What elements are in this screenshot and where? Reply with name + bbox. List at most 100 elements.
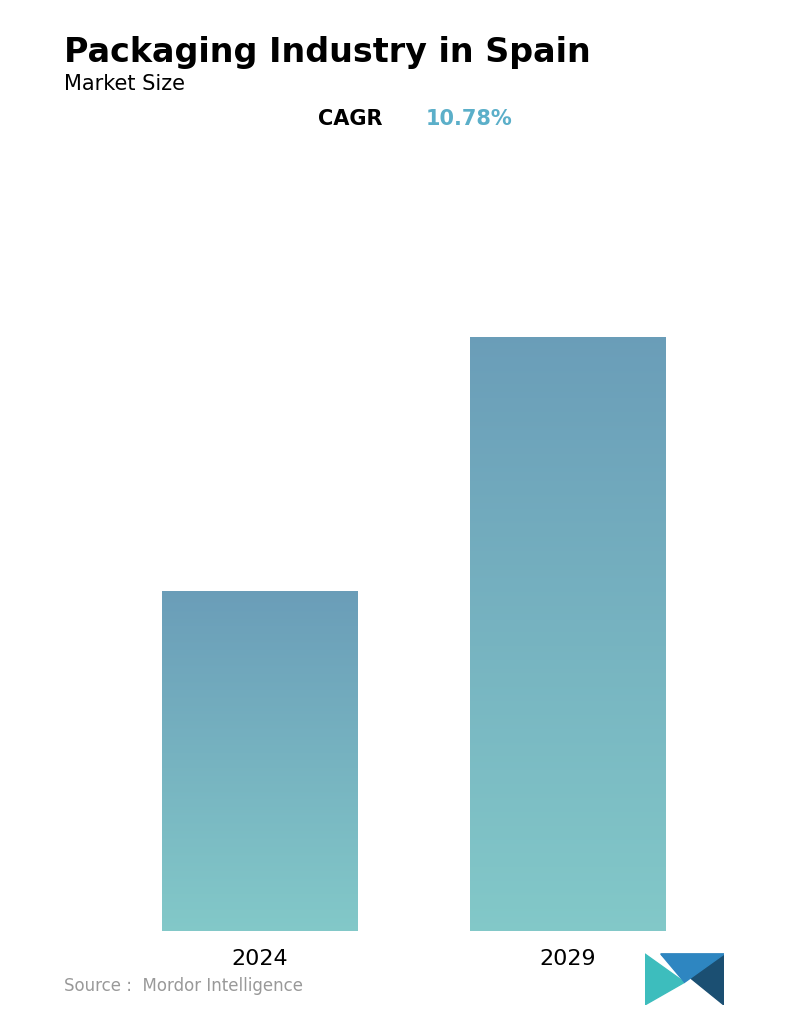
Bar [470, 891, 666, 893]
Bar [470, 913, 666, 915]
Bar [162, 660, 358, 661]
Bar [162, 805, 358, 807]
Bar [162, 920, 358, 921]
Bar [470, 918, 666, 920]
Bar [162, 926, 358, 927]
Text: Source :  Mordor Intelligence: Source : Mordor Intelligence [64, 977, 302, 995]
Bar [162, 680, 358, 681]
Bar [162, 747, 358, 748]
Bar [470, 442, 666, 444]
Bar [470, 766, 666, 768]
Bar [162, 690, 358, 691]
Bar [162, 884, 358, 885]
Bar [162, 765, 358, 766]
Bar [470, 863, 666, 865]
Bar [470, 597, 666, 599]
Bar [162, 898, 358, 899]
Bar [162, 905, 358, 906]
Bar [470, 580, 666, 582]
Bar [470, 889, 666, 891]
Bar [470, 472, 666, 474]
Bar [162, 908, 358, 909]
Bar [162, 758, 358, 759]
Bar [162, 815, 358, 817]
Bar [470, 790, 666, 792]
Bar [470, 541, 666, 543]
Bar [470, 711, 666, 713]
Bar [162, 612, 358, 613]
Bar [470, 436, 666, 438]
Bar [162, 771, 358, 772]
Bar [470, 749, 666, 751]
Bar [162, 881, 358, 882]
Bar [470, 420, 666, 422]
Bar [162, 645, 358, 647]
Bar [162, 809, 358, 810]
Bar [162, 631, 358, 632]
Bar [162, 893, 358, 894]
Bar [470, 567, 666, 569]
Bar [162, 839, 358, 841]
Bar [470, 757, 666, 759]
Bar [162, 662, 358, 663]
Bar [162, 777, 358, 778]
Bar [470, 838, 666, 840]
Bar [470, 539, 666, 541]
Text: 10.78%: 10.78% [426, 109, 513, 128]
Bar [162, 701, 358, 702]
Bar [162, 722, 358, 723]
Bar [470, 675, 666, 677]
Bar [470, 800, 666, 802]
Bar [470, 755, 666, 757]
Bar [470, 506, 666, 507]
Bar [470, 590, 666, 592]
Bar [162, 633, 358, 635]
Bar [470, 727, 666, 729]
Bar [162, 781, 358, 782]
Bar [162, 882, 358, 883]
Bar [470, 491, 666, 493]
Bar [162, 630, 358, 631]
Bar [470, 424, 666, 426]
Bar [162, 912, 358, 914]
Bar [470, 398, 666, 400]
Bar [470, 747, 666, 749]
Bar [162, 620, 358, 621]
Bar [162, 637, 358, 638]
Bar [470, 738, 666, 740]
Bar [470, 664, 666, 666]
Bar [470, 772, 666, 774]
Bar [162, 641, 358, 642]
Bar [470, 387, 666, 389]
Bar [162, 790, 358, 792]
Bar [470, 857, 666, 859]
Bar [162, 699, 358, 700]
Bar [162, 915, 358, 916]
Bar [162, 776, 358, 777]
Bar [162, 786, 358, 787]
Bar [162, 785, 358, 786]
Bar [470, 883, 666, 885]
Bar [470, 881, 666, 883]
Bar [470, 369, 666, 370]
Bar [470, 348, 666, 351]
Bar [162, 846, 358, 847]
Bar [470, 383, 666, 385]
Bar [162, 604, 358, 605]
Bar [470, 576, 666, 578]
Bar [162, 717, 358, 718]
Bar [470, 873, 666, 875]
Bar [470, 634, 666, 636]
Bar [470, 439, 666, 442]
Bar [470, 573, 666, 575]
Bar [470, 770, 666, 772]
Bar [470, 751, 666, 753]
Bar [470, 392, 666, 394]
Bar [162, 823, 358, 824]
Bar [470, 592, 666, 595]
Bar [162, 744, 358, 746]
Bar [470, 418, 666, 420]
Bar [470, 870, 666, 872]
Bar [470, 703, 666, 705]
Bar [162, 891, 358, 892]
